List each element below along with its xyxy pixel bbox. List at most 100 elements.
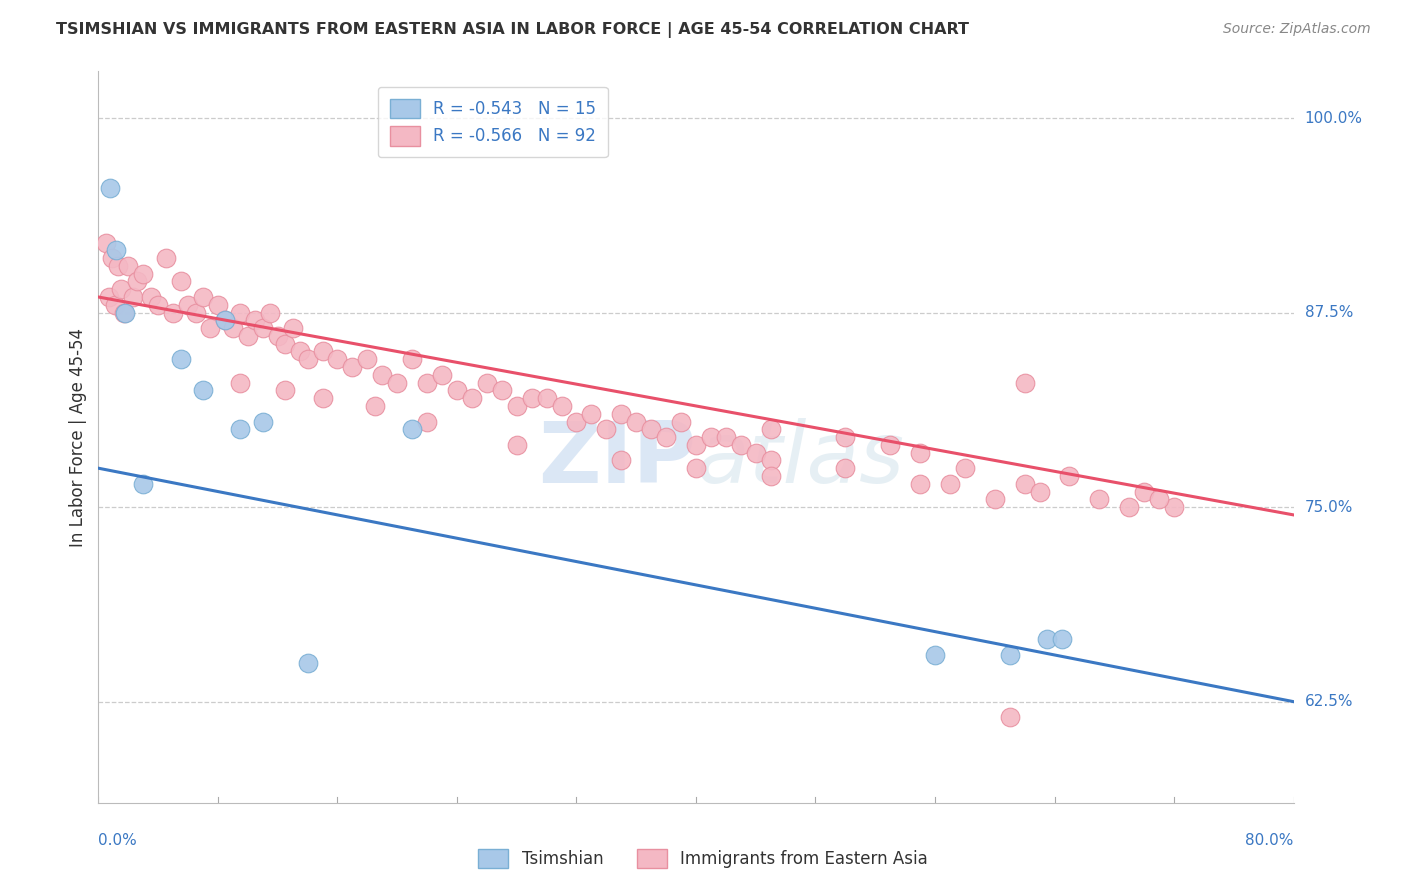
Point	[252, 415, 274, 429]
Point	[730, 438, 752, 452]
Point	[1163, 500, 1185, 515]
Point	[132, 476, 155, 491]
Point	[1050, 632, 1073, 647]
Point	[685, 461, 707, 475]
Point	[1088, 492, 1111, 507]
Point	[112, 305, 135, 319]
Point	[550, 399, 572, 413]
Point	[834, 461, 856, 475]
Point	[207, 298, 229, 312]
Point	[1014, 376, 1036, 390]
Point	[640, 422, 662, 436]
Point	[565, 415, 588, 429]
Point	[908, 476, 931, 491]
Point	[110, 282, 132, 296]
Point	[953, 461, 976, 475]
Point	[984, 492, 1007, 507]
Legend: Tsimshian, Immigrants from Eastern Asia: Tsimshian, Immigrants from Eastern Asia	[471, 842, 935, 875]
Point	[274, 336, 297, 351]
Point	[745, 445, 768, 459]
Point	[998, 648, 1021, 662]
Point	[430, 368, 453, 382]
Point	[626, 415, 648, 429]
Point	[311, 391, 333, 405]
Point	[908, 445, 931, 459]
Point	[759, 469, 782, 483]
Point	[998, 710, 1021, 724]
Point	[127, 275, 149, 289]
Text: 87.5%: 87.5%	[1305, 305, 1353, 320]
Point	[101, 251, 124, 265]
Text: 75.0%: 75.0%	[1305, 500, 1353, 515]
Point	[214, 313, 236, 327]
Point	[229, 305, 252, 319]
Point	[520, 391, 543, 405]
Point	[117, 259, 139, 273]
Point	[342, 359, 364, 374]
Point	[297, 352, 319, 367]
Point	[834, 430, 856, 444]
Point	[326, 352, 349, 367]
Point	[229, 422, 252, 436]
Point	[200, 321, 222, 335]
Point	[1118, 500, 1140, 515]
Legend: R = -0.543   N = 15, R = -0.566   N = 92: R = -0.543 N = 15, R = -0.566 N = 92	[378, 87, 607, 157]
Point	[229, 376, 252, 390]
Point	[461, 391, 484, 405]
Point	[610, 453, 633, 467]
Point	[446, 384, 468, 398]
Point	[506, 438, 529, 452]
Point	[97, 290, 120, 304]
Point	[259, 305, 281, 319]
Point	[416, 376, 439, 390]
Point	[385, 376, 409, 390]
Point	[939, 476, 962, 491]
Point	[401, 352, 423, 367]
Point	[700, 430, 723, 444]
Point	[1028, 484, 1050, 499]
Point	[356, 352, 378, 367]
Point	[1014, 476, 1036, 491]
Point	[148, 298, 170, 312]
Point	[879, 438, 901, 452]
Point	[245, 313, 267, 327]
Point	[169, 352, 191, 367]
Point	[177, 298, 200, 312]
Point	[1036, 632, 1059, 647]
Point	[139, 290, 162, 304]
Point	[252, 321, 274, 335]
Point	[236, 329, 259, 343]
Point	[924, 648, 946, 662]
Point	[274, 384, 297, 398]
Point	[491, 384, 513, 398]
Point	[311, 344, 333, 359]
Point	[107, 259, 129, 273]
Point	[1133, 484, 1156, 499]
Text: TSIMSHIAN VS IMMIGRANTS FROM EASTERN ASIA IN LABOR FORCE | AGE 45-54 CORRELATION: TSIMSHIAN VS IMMIGRANTS FROM EASTERN ASI…	[56, 22, 969, 38]
Point	[114, 305, 136, 319]
Point	[288, 344, 311, 359]
Point	[98, 181, 122, 195]
Point	[162, 305, 184, 319]
Text: atlas: atlas	[696, 417, 904, 500]
Point	[401, 422, 423, 436]
Text: Source: ZipAtlas.com: Source: ZipAtlas.com	[1223, 22, 1371, 37]
Point	[104, 298, 127, 312]
Point	[595, 422, 617, 436]
Point	[610, 407, 633, 421]
Point	[371, 368, 394, 382]
Point	[191, 290, 214, 304]
Point	[155, 251, 177, 265]
Point	[297, 656, 319, 670]
Y-axis label: In Labor Force | Age 45-54: In Labor Force | Age 45-54	[69, 327, 87, 547]
Point	[536, 391, 558, 405]
Point	[281, 321, 304, 335]
Point	[655, 430, 678, 444]
Point	[364, 399, 387, 413]
Point	[105, 244, 128, 258]
Point	[416, 415, 439, 429]
Point	[222, 321, 245, 335]
Point	[669, 415, 692, 429]
Point	[759, 453, 782, 467]
Point	[132, 267, 155, 281]
